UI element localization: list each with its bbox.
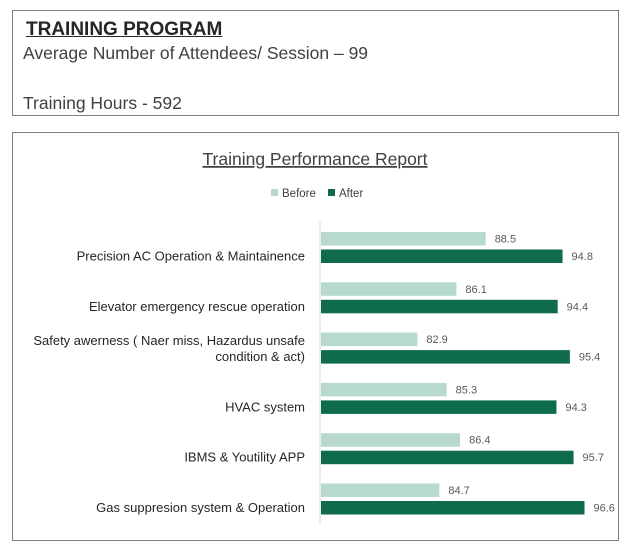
bar-after — [321, 299, 558, 314]
data-label-before: 84.7 — [448, 485, 469, 497]
bar-before — [321, 382, 447, 397]
training-hours-stat: Training Hours - 592 — [23, 93, 182, 113]
data-label-before: 86.1 — [465, 284, 486, 296]
data-label-before: 86.4 — [469, 435, 490, 447]
category-label: Safety awerness ( Naer miss, Hazardus un… — [33, 333, 305, 364]
bar-before — [321, 483, 440, 497]
legend-swatch-before — [271, 189, 278, 196]
data-label-after: 95.4 — [579, 352, 600, 364]
chart-title: Training Performance Report — [202, 149, 427, 169]
data-label-before: 82.9 — [426, 334, 447, 346]
bar-after — [321, 501, 585, 515]
legend-swatch-after — [328, 189, 335, 196]
bar-before — [321, 332, 418, 347]
data-label-after: 94.3 — [565, 402, 586, 414]
data-label-after: 94.4 — [567, 301, 588, 313]
category-label: Precision AC Operation & Maintainence — [77, 249, 305, 264]
category-label: IBMS & Youtility APP — [184, 450, 305, 465]
bars-group: 88.5 94.8 Precision AC Operation & Maintai… — [33, 232, 615, 515]
bar-after — [321, 350, 570, 364]
bar-after — [321, 400, 557, 414]
data-label-before: 88.5 — [495, 234, 516, 246]
bar-before — [321, 282, 457, 296]
bar-after — [321, 249, 563, 263]
legend-label-after: After — [339, 188, 363, 200]
data-label-after: 95.7 — [583, 452, 604, 464]
chart-legend: Before After — [271, 188, 363, 200]
performance-chart: Training Performance Report Before After … — [33, 149, 615, 525]
chart-panel: Training Performance Report Before After … — [12, 132, 619, 541]
bar-before — [321, 433, 461, 447]
data-label-after: 96.6 — [594, 503, 615, 515]
category-label: Elevator emergency rescue operation — [89, 299, 305, 314]
attendees-stat: Average Number of Attendees/ Session – 9… — [23, 43, 369, 63]
summary-panel: TRAINING PROGRAM Average Number of Atten… — [12, 10, 619, 116]
data-label-after: 94.8 — [572, 251, 593, 263]
data-label-before: 85.3 — [456, 384, 477, 396]
bar-before — [321, 232, 486, 246]
legend-label-before: Before — [282, 188, 316, 200]
category-label: HVAC system — [225, 399, 305, 414]
bar-after — [321, 450, 574, 465]
category-label: Gas suppresion system & Operation — [96, 500, 305, 515]
program-title: TRAINING PROGRAM — [26, 19, 223, 40]
